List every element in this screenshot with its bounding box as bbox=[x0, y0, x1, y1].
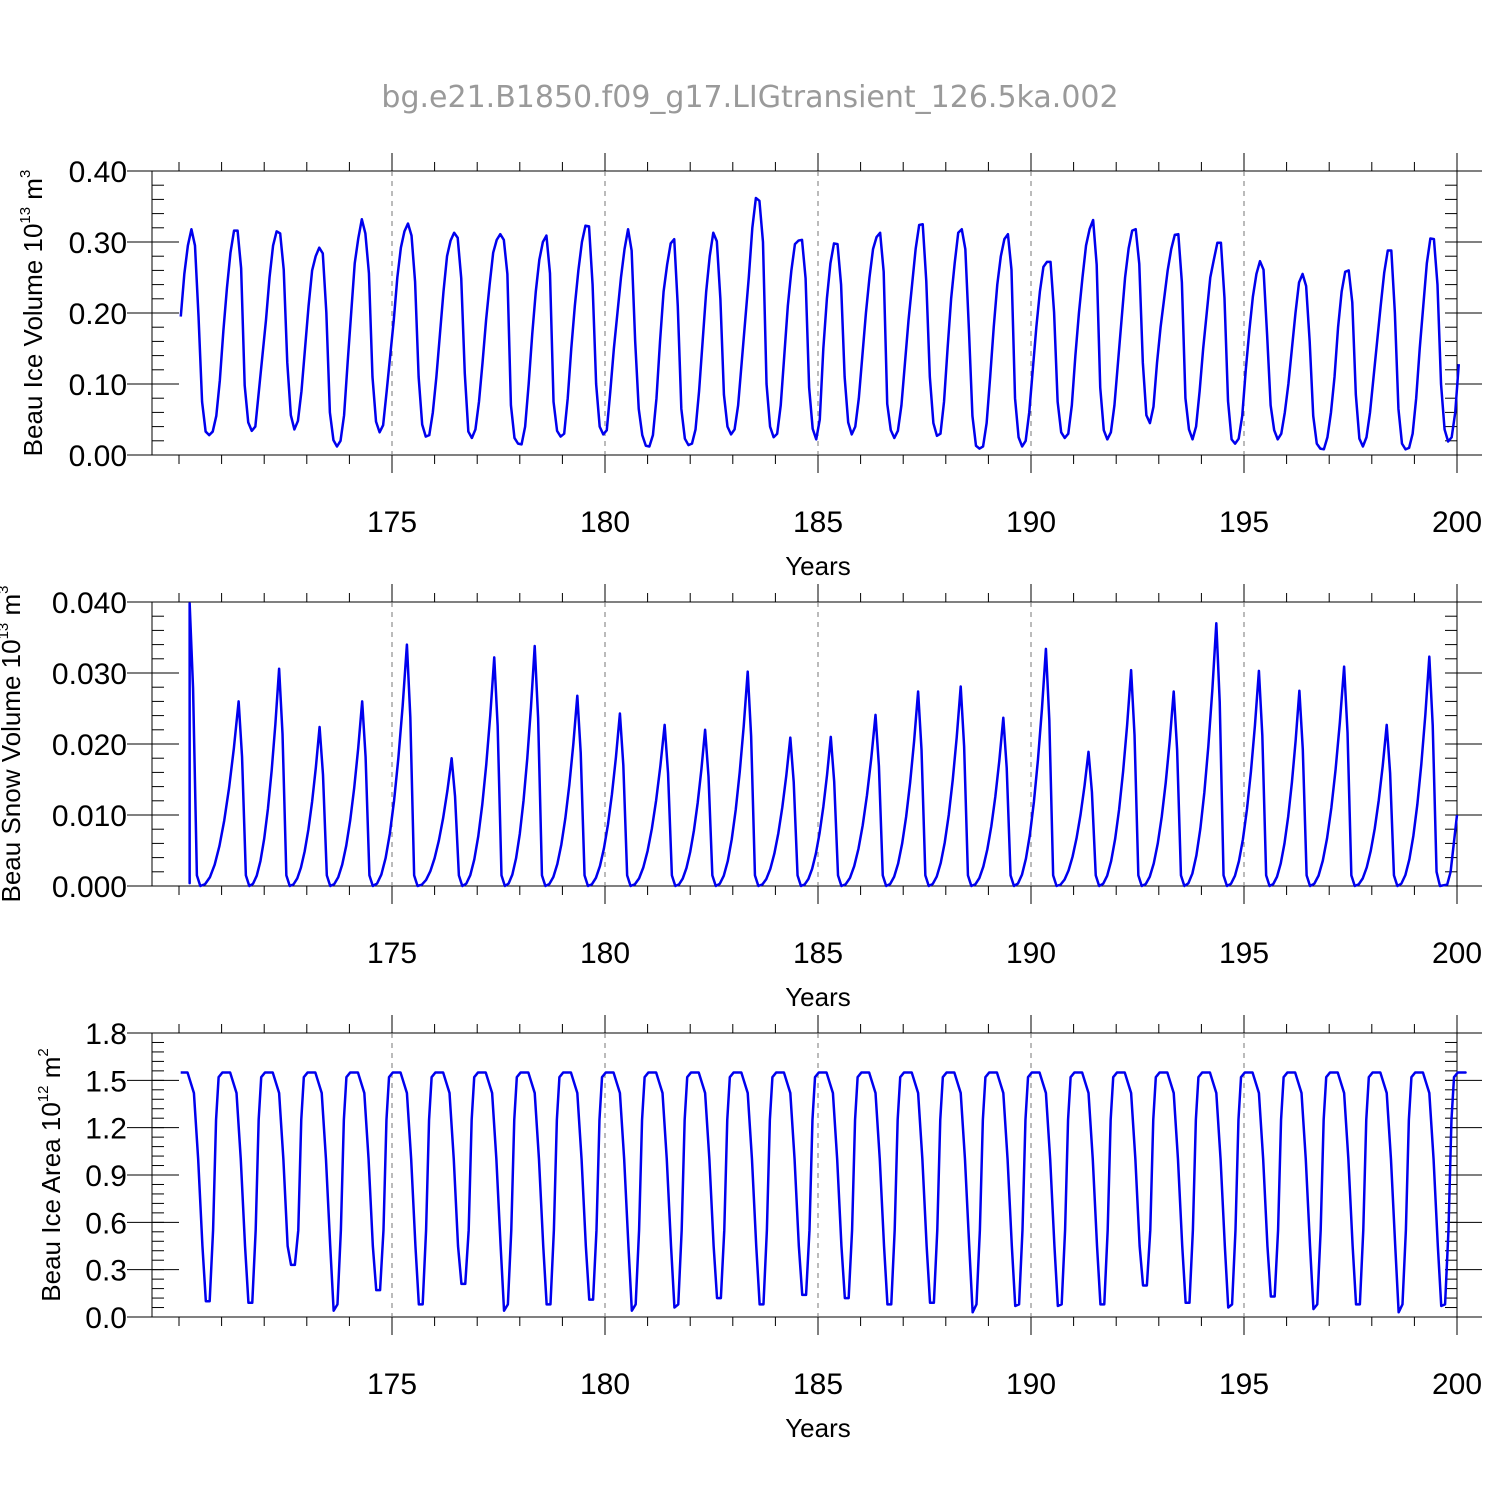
y-tick-label: 0.010 bbox=[52, 800, 127, 833]
x-tick-label: 200 bbox=[1432, 506, 1482, 539]
plot-frame bbox=[151, 170, 1458, 456]
x-axis-label: Years bbox=[785, 1413, 851, 1443]
panel-1: 0.00 0.10 0.20 0.30 0.40 175 180 185 190 195 200 Ye… bbox=[17, 153, 1482, 581]
x-tick-label: 190 bbox=[1006, 1368, 1056, 1401]
x-tick-label: 190 bbox=[1006, 506, 1056, 539]
y-tick-label: 0.20 bbox=[69, 298, 127, 331]
x-axis-label: Years bbox=[785, 551, 851, 581]
x-tick-label: 200 bbox=[1432, 1368, 1482, 1401]
x-tick-label: 180 bbox=[580, 506, 630, 539]
y-tick-label: 1.5 bbox=[85, 1065, 127, 1098]
panels: 0.00 0.10 0.20 0.30 0.40 175 180 185 190 195 200 Ye… bbox=[0, 153, 1482, 1443]
y-tick-label: 0.040 bbox=[52, 587, 127, 620]
x-tick-label: 195 bbox=[1219, 937, 1269, 970]
y-tick-label: 0.020 bbox=[52, 729, 127, 762]
y-tick-label: 0.6 bbox=[85, 1207, 127, 1240]
x-tick-label: 185 bbox=[793, 1368, 843, 1401]
y-tick-label: 0.000 bbox=[52, 871, 127, 904]
x-tick-label: 175 bbox=[367, 506, 417, 539]
y-tick-label: 0.00 bbox=[69, 440, 127, 473]
x-tick-label: 180 bbox=[580, 1368, 630, 1401]
x-tick-label: 180 bbox=[580, 937, 630, 970]
x-tick-label: 200 bbox=[1432, 937, 1482, 970]
x-tick-label: 190 bbox=[1006, 937, 1056, 970]
x-tick-label: 195 bbox=[1219, 506, 1269, 539]
y-tick-label: 0.030 bbox=[52, 658, 127, 691]
x-tick-label: 175 bbox=[367, 1368, 417, 1401]
figure-title: bg.e21.B1850.f09_g17.LIGtransient_126.5k… bbox=[381, 80, 1118, 115]
y-tick-label: 0.10 bbox=[69, 369, 127, 402]
x-axis-label: Years bbox=[785, 982, 851, 1012]
x-tick-label: 185 bbox=[793, 506, 843, 539]
y-tick-label: 1.8 bbox=[85, 1018, 127, 1051]
y-axis-label: Beau Ice Area 1012 m2 bbox=[35, 1048, 66, 1301]
y-tick-label: 0.0 bbox=[85, 1302, 127, 1335]
y-axis-label: Beau Ice Volume 1013 m3 bbox=[17, 170, 48, 457]
y-axis-label: Beau Snow Volume 1013 m3 bbox=[0, 586, 26, 903]
x-tick-label: 175 bbox=[367, 937, 417, 970]
series-line bbox=[188, 602, 1459, 888]
y-tick-label: 0.9 bbox=[85, 1160, 127, 1193]
x-tick-label: 195 bbox=[1219, 1368, 1269, 1401]
y-tick-label: 1.2 bbox=[85, 1113, 127, 1146]
series-line bbox=[180, 1071, 1467, 1314]
panel-2: 0.000 0.010 0.020 0.030 0.040 175 180 185 190 195… bbox=[0, 584, 1482, 1012]
y-tick-label: 0.3 bbox=[85, 1255, 127, 1288]
series-line bbox=[179, 196, 1461, 451]
panel-3: 0.0 0.3 0.6 0.9 1.2 1.5 1.8 175 180 185 190 195 200 Y… bbox=[35, 1015, 1482, 1443]
y-tick-label: 0.40 bbox=[69, 156, 127, 189]
y-tick-label: 0.30 bbox=[69, 227, 127, 260]
x-tick-label: 185 bbox=[793, 937, 843, 970]
